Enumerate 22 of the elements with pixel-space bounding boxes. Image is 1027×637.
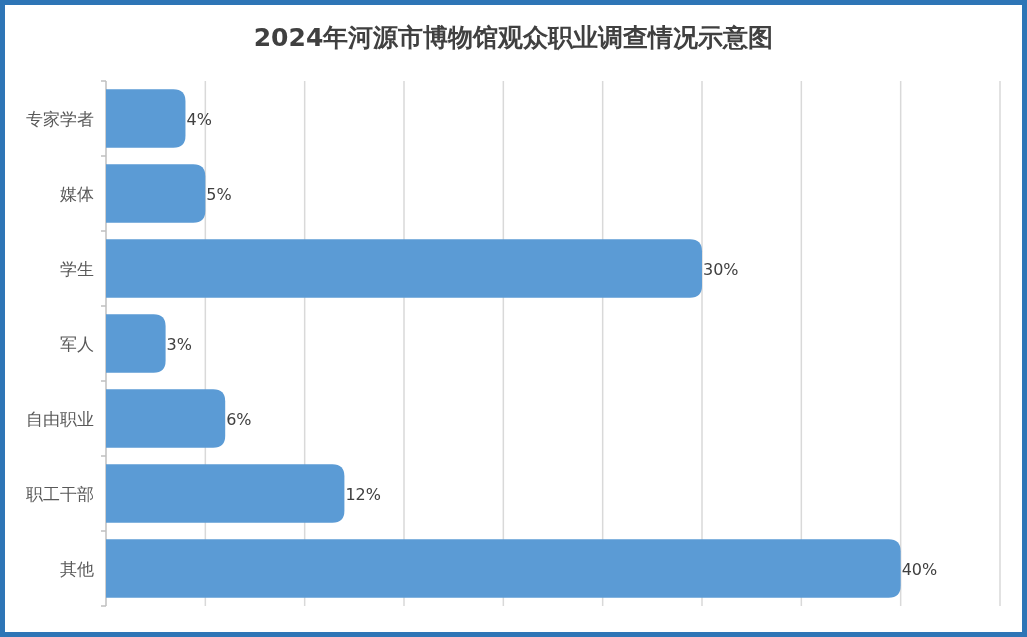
- data-label: 4%: [186, 109, 212, 129]
- data-label: 40%: [901, 559, 938, 579]
- bar: [106, 389, 226, 448]
- chart-title: 2024年河源市博物馆观众职业调查情况示意图: [253, 23, 774, 52]
- data-label: 5%: [206, 184, 232, 204]
- y-tick-label: 学生: [60, 258, 94, 279]
- y-tick-label: 军人: [60, 333, 94, 354]
- data-label: 3%: [166, 334, 192, 354]
- bar: [106, 164, 206, 223]
- y-tick-label: 自由职业: [26, 408, 94, 429]
- y-tick-label: 其他: [60, 558, 94, 579]
- y-tick-label: 专家学者: [26, 108, 94, 129]
- bar: [106, 314, 166, 373]
- data-label: 6%: [226, 409, 252, 429]
- data-label: 30%: [703, 259, 739, 279]
- data-label: 12%: [345, 484, 381, 504]
- y-tick-label: 媒体: [60, 183, 94, 204]
- bar: [106, 239, 702, 298]
- y-tick-label: 职工干部: [26, 483, 94, 504]
- bar: [106, 89, 186, 148]
- bar: [106, 464, 345, 523]
- bar: [106, 539, 901, 598]
